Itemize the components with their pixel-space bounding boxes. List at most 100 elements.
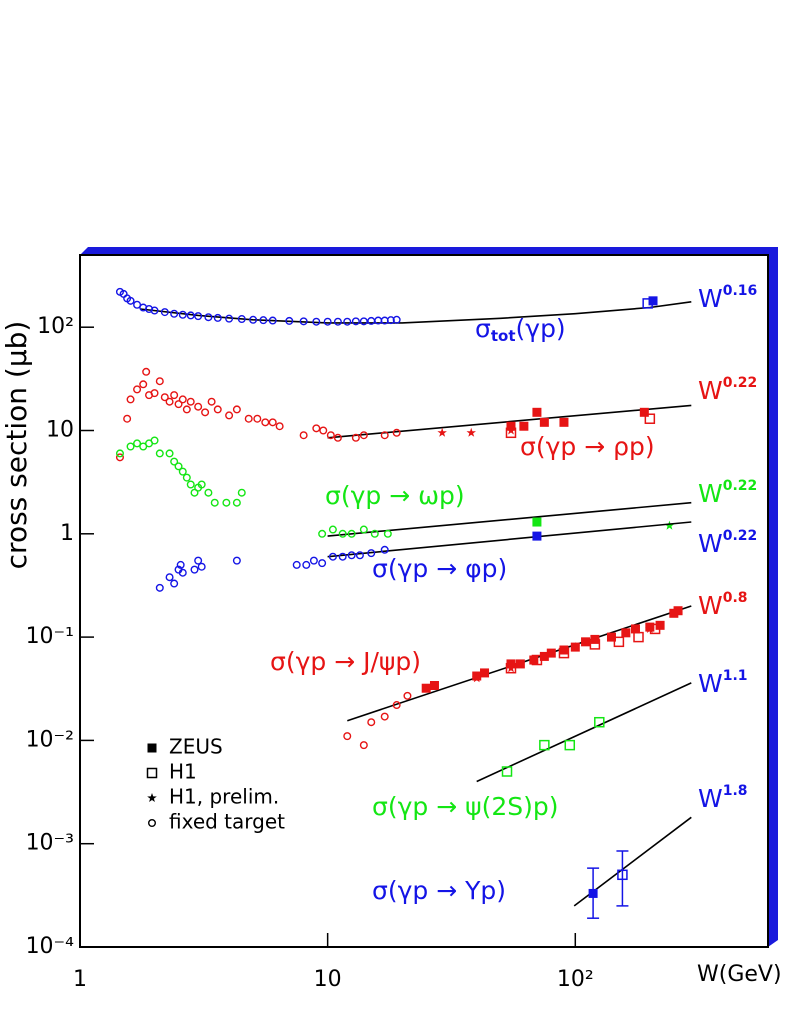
zeus-point	[559, 417, 569, 427]
fixed-target-point	[194, 402, 203, 411]
h1-prelim-point	[645, 623, 655, 633]
y-tick-label: 10²	[37, 314, 74, 339]
h1-point	[501, 766, 513, 777]
fit-label-base: W	[698, 479, 723, 508]
fixed-target-point	[213, 405, 222, 414]
x-tick-label: 10	[314, 967, 342, 992]
fixed-target-point	[204, 313, 213, 322]
fixed-target-point	[232, 556, 241, 565]
h1-point	[539, 739, 550, 751]
h1-point	[644, 413, 656, 424]
fixed-target-point	[126, 296, 135, 305]
fixed-target-point	[359, 525, 368, 534]
fit-label-exponent: 1.8	[723, 783, 748, 799]
fit-label: W0.16	[698, 283, 757, 313]
legend-label: ZEUS	[169, 735, 223, 759]
fixed-target-point	[194, 312, 203, 321]
fixed-target-point	[259, 316, 268, 325]
fit-label-base: W	[698, 284, 723, 313]
fixed-target-point	[355, 551, 364, 560]
process-label-text: σ	[475, 314, 491, 343]
zeus-point	[529, 655, 539, 665]
fixed-target-point	[392, 315, 401, 324]
h1-point	[613, 636, 625, 648]
fixed-target-point	[190, 565, 199, 574]
fixed-target-point	[210, 498, 219, 507]
fit-label-base: W	[698, 376, 723, 405]
fit-label: W0.22	[698, 478, 757, 508]
h1-prelim-point	[570, 642, 580, 652]
fit-label: W0.22	[698, 375, 757, 405]
process-label-text: σ(γp → ρp)	[520, 432, 655, 461]
fixed-target-point	[178, 310, 187, 319]
fixed-target-point	[115, 449, 124, 458]
fixed-target-point	[318, 529, 327, 538]
fixed-target-point	[299, 431, 308, 440]
zeus-point	[639, 407, 649, 417]
fit-label-exponent: 0.16	[723, 283, 758, 299]
fit-label-exponent: 0.22	[723, 478, 758, 494]
fit-label: W0.22	[698, 528, 757, 558]
fixed-target-point	[174, 400, 183, 409]
h1-prelim-point	[472, 673, 482, 683]
fixed-target-point	[299, 317, 308, 326]
fixed-target-point	[244, 414, 253, 423]
process-label-subscript: tot	[491, 327, 516, 345]
zeus-point	[673, 606, 683, 616]
x-axis-label: W(GeV)	[697, 962, 782, 987]
fixed-target-point	[268, 316, 277, 325]
fixed-target-point	[367, 549, 376, 558]
fixed-target-point	[285, 316, 294, 325]
process-label-text: σ(γp → Υp)	[372, 876, 506, 905]
fixed-target-point	[333, 317, 342, 326]
fixed-target-point	[225, 314, 234, 323]
fixed-target-point	[194, 556, 203, 565]
fixed-target-point	[312, 317, 321, 326]
fixed-target-point	[145, 305, 154, 314]
fixed-target-point	[186, 480, 195, 489]
fit-line	[476, 682, 692, 783]
fixed-target-point	[201, 408, 210, 417]
fixed-target-point	[115, 453, 124, 462]
legend-label: fixed target	[169, 810, 285, 834]
h1-point	[589, 639, 601, 650]
fixed-target-point	[165, 573, 174, 582]
fixed-target-point	[155, 583, 164, 592]
plot-frame	[79, 254, 769, 948]
h1-prelim-point	[664, 520, 675, 530]
fixed-target-point	[351, 317, 360, 326]
fixed-target-point	[323, 317, 332, 326]
fixed-target-point	[142, 367, 151, 376]
fixed-target-point	[222, 498, 231, 507]
fixed-target-point	[160, 393, 169, 402]
zeus-point	[429, 680, 439, 690]
h1-prelim-point	[466, 427, 476, 437]
fixed-target-point	[155, 377, 164, 386]
fixed-target-point	[186, 311, 195, 320]
fixed-target-point	[343, 317, 352, 326]
legend-label: H1	[169, 760, 197, 784]
fixed-target-point	[380, 712, 389, 721]
fit-label-base: W	[698, 591, 723, 620]
fixed-target-point	[380, 431, 389, 440]
y-axis-label: cross section (μb)	[0, 321, 33, 570]
process-label-text: σ(γp → J/ψp)	[270, 647, 421, 676]
fixed-target-point	[174, 462, 183, 471]
zeus-point	[421, 683, 431, 693]
fixed-target-point	[380, 545, 389, 554]
fixed-target-point	[328, 525, 337, 534]
fixed-target-point	[207, 397, 216, 406]
fit-label-base: W	[698, 529, 723, 558]
process-label: σ(γp → ωp)	[325, 481, 465, 510]
fixed-target-point	[178, 568, 187, 577]
fixed-target-point	[170, 391, 179, 400]
process-label-text: σ(γp → φp)	[372, 554, 507, 583]
h1-point	[564, 739, 576, 751]
fixed-target-point	[386, 316, 395, 325]
fit-label-exponent: 0.8	[723, 590, 748, 606]
fixed-target-point	[237, 315, 246, 324]
fixed-target-point	[165, 449, 174, 458]
y-tick-label: 10⁻³	[26, 831, 74, 856]
fixed-target-point	[170, 457, 179, 466]
